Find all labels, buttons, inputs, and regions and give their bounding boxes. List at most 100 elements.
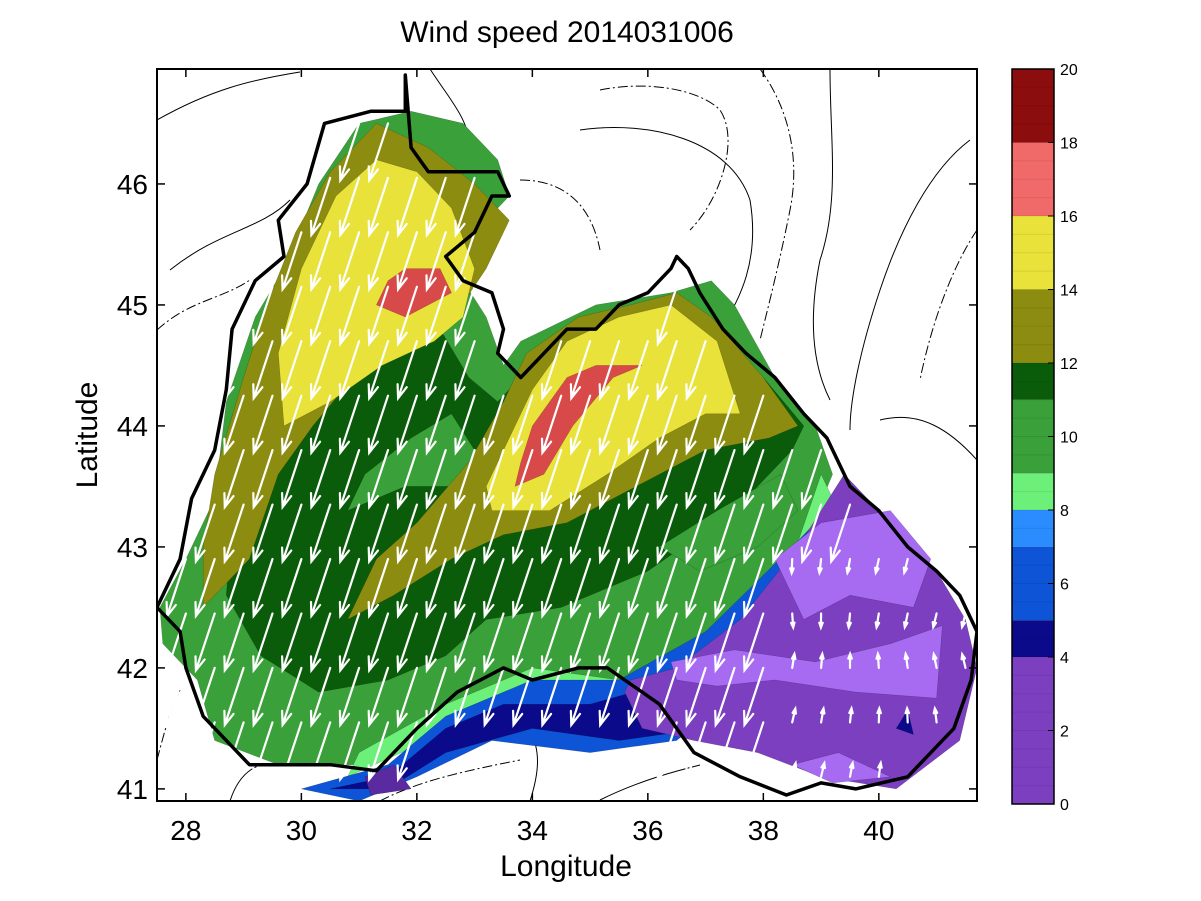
wind-arrow [483, 503, 505, 565]
wind-arrow [903, 650, 910, 669]
isobar-line [919, 229, 977, 381]
y-tick-label: 41 [117, 774, 148, 805]
wind-arrow [252, 285, 274, 347]
isobar-line [519, 179, 601, 251]
wind-arrow [791, 760, 798, 778]
wind-arrow [771, 449, 794, 511]
x-tick-label: 32 [401, 815, 432, 846]
wind-arrow [367, 503, 390, 565]
colorbar-tick-label: 0 [1060, 797, 1069, 814]
wind-arrow [876, 705, 882, 724]
colorbar-tick-label: 6 [1060, 577, 1069, 594]
wind-arrow [656, 612, 678, 674]
colorbar-tick-label: 16 [1060, 209, 1078, 226]
wind-arrow [367, 557, 390, 620]
wind-arrow [512, 394, 534, 456]
isobar-line [759, 69, 795, 341]
wind-arrow [367, 449, 390, 511]
wind-arrow [818, 612, 824, 631]
wind-arrow [425, 176, 447, 238]
wind-arrow [194, 612, 216, 674]
wind-arrow [714, 449, 736, 511]
wind-arrow [540, 503, 563, 565]
wind-arrow [367, 122, 390, 184]
wind-arrow [877, 759, 883, 778]
x-tick-label: 40 [863, 815, 894, 846]
wind-arrow [309, 231, 332, 293]
wind-arrow [656, 394, 678, 456]
wind-arrow [656, 449, 678, 511]
wind-arrow [714, 721, 736, 783]
wind-arrow [845, 557, 852, 576]
wind-arrow [685, 612, 707, 674]
wind-arrow [875, 650, 881, 669]
wind-arrow [627, 340, 649, 402]
isobar-line [599, 85, 729, 231]
wind-arrow [338, 176, 361, 238]
wind-arrow [338, 231, 361, 293]
wind-arrow [338, 449, 361, 511]
wind-arrow [309, 666, 332, 728]
wind-arrow [396, 449, 418, 511]
wind-arrow [252, 503, 274, 565]
wind-arrow [743, 612, 765, 674]
wind-arrow [540, 340, 563, 402]
wind-arrow [338, 557, 361, 620]
wind-arrow [454, 285, 476, 347]
wind-arrow [569, 449, 592, 511]
wind-arrow [598, 503, 621, 565]
wind-arrow [309, 285, 332, 347]
wind-arrow [338, 721, 361, 783]
wind-arrow [656, 721, 678, 783]
wind-arrow [425, 449, 447, 511]
wind-arrow [223, 449, 245, 511]
wind-arrow [598, 340, 621, 402]
wind-arrow [367, 340, 390, 402]
wind-arrow [425, 557, 447, 620]
wind-arrow [281, 340, 303, 402]
colorbar-band [1012, 289, 1054, 363]
wind-arrow [790, 612, 796, 631]
wind-arrow [656, 285, 678, 347]
wind-arrow [598, 666, 621, 728]
wind-arrow [367, 612, 390, 674]
wind-arrow [874, 557, 880, 576]
wind-arrow [932, 650, 938, 669]
y-tick-label: 44 [117, 411, 148, 442]
wind-speed-region [670, 625, 943, 699]
wind-arrow [685, 449, 707, 511]
y-axis-label: Latitude [71, 382, 104, 489]
wind-arrow [960, 651, 967, 669]
wind-arrow [598, 557, 621, 620]
wind-arrow [165, 666, 187, 728]
wind-arrow [848, 760, 855, 778]
wind-arrow [627, 394, 649, 456]
wind-arrow [569, 340, 592, 402]
y-tick-label: 46 [117, 169, 148, 200]
plot-frame [156, 68, 978, 802]
x-tick-label: 28 [170, 815, 201, 846]
colorbar: 0 2 4 6 8 10 12 14 16 18 20 [1011, 62, 1078, 814]
wind-arrow [194, 666, 216, 728]
wind-arrow [338, 122, 361, 184]
wind-speed-region [774, 510, 932, 620]
colorbar-band [1012, 142, 1054, 216]
wind-arrow [396, 176, 418, 238]
y-axis-ticks: 41 42 43 44 45 46 [117, 169, 977, 805]
colorbar-band [1012, 620, 1054, 657]
colorbar-band [1012, 216, 1054, 290]
wind-arrow [281, 503, 303, 565]
y-tick-label: 42 [117, 653, 148, 684]
wind-arrow [165, 612, 187, 674]
wind-speed-region [278, 159, 475, 427]
wind-arrow [790, 650, 797, 669]
isobar-line [849, 139, 971, 431]
wind-arrow [281, 557, 303, 620]
wind-arrow [685, 394, 707, 456]
wind-arrow [338, 612, 361, 674]
wind-arrow [714, 612, 736, 674]
y-tick-label: 43 [117, 532, 148, 563]
colorbar-band [1012, 473, 1054, 510]
wind-arrow [714, 666, 736, 728]
wind-arrow [627, 612, 649, 674]
